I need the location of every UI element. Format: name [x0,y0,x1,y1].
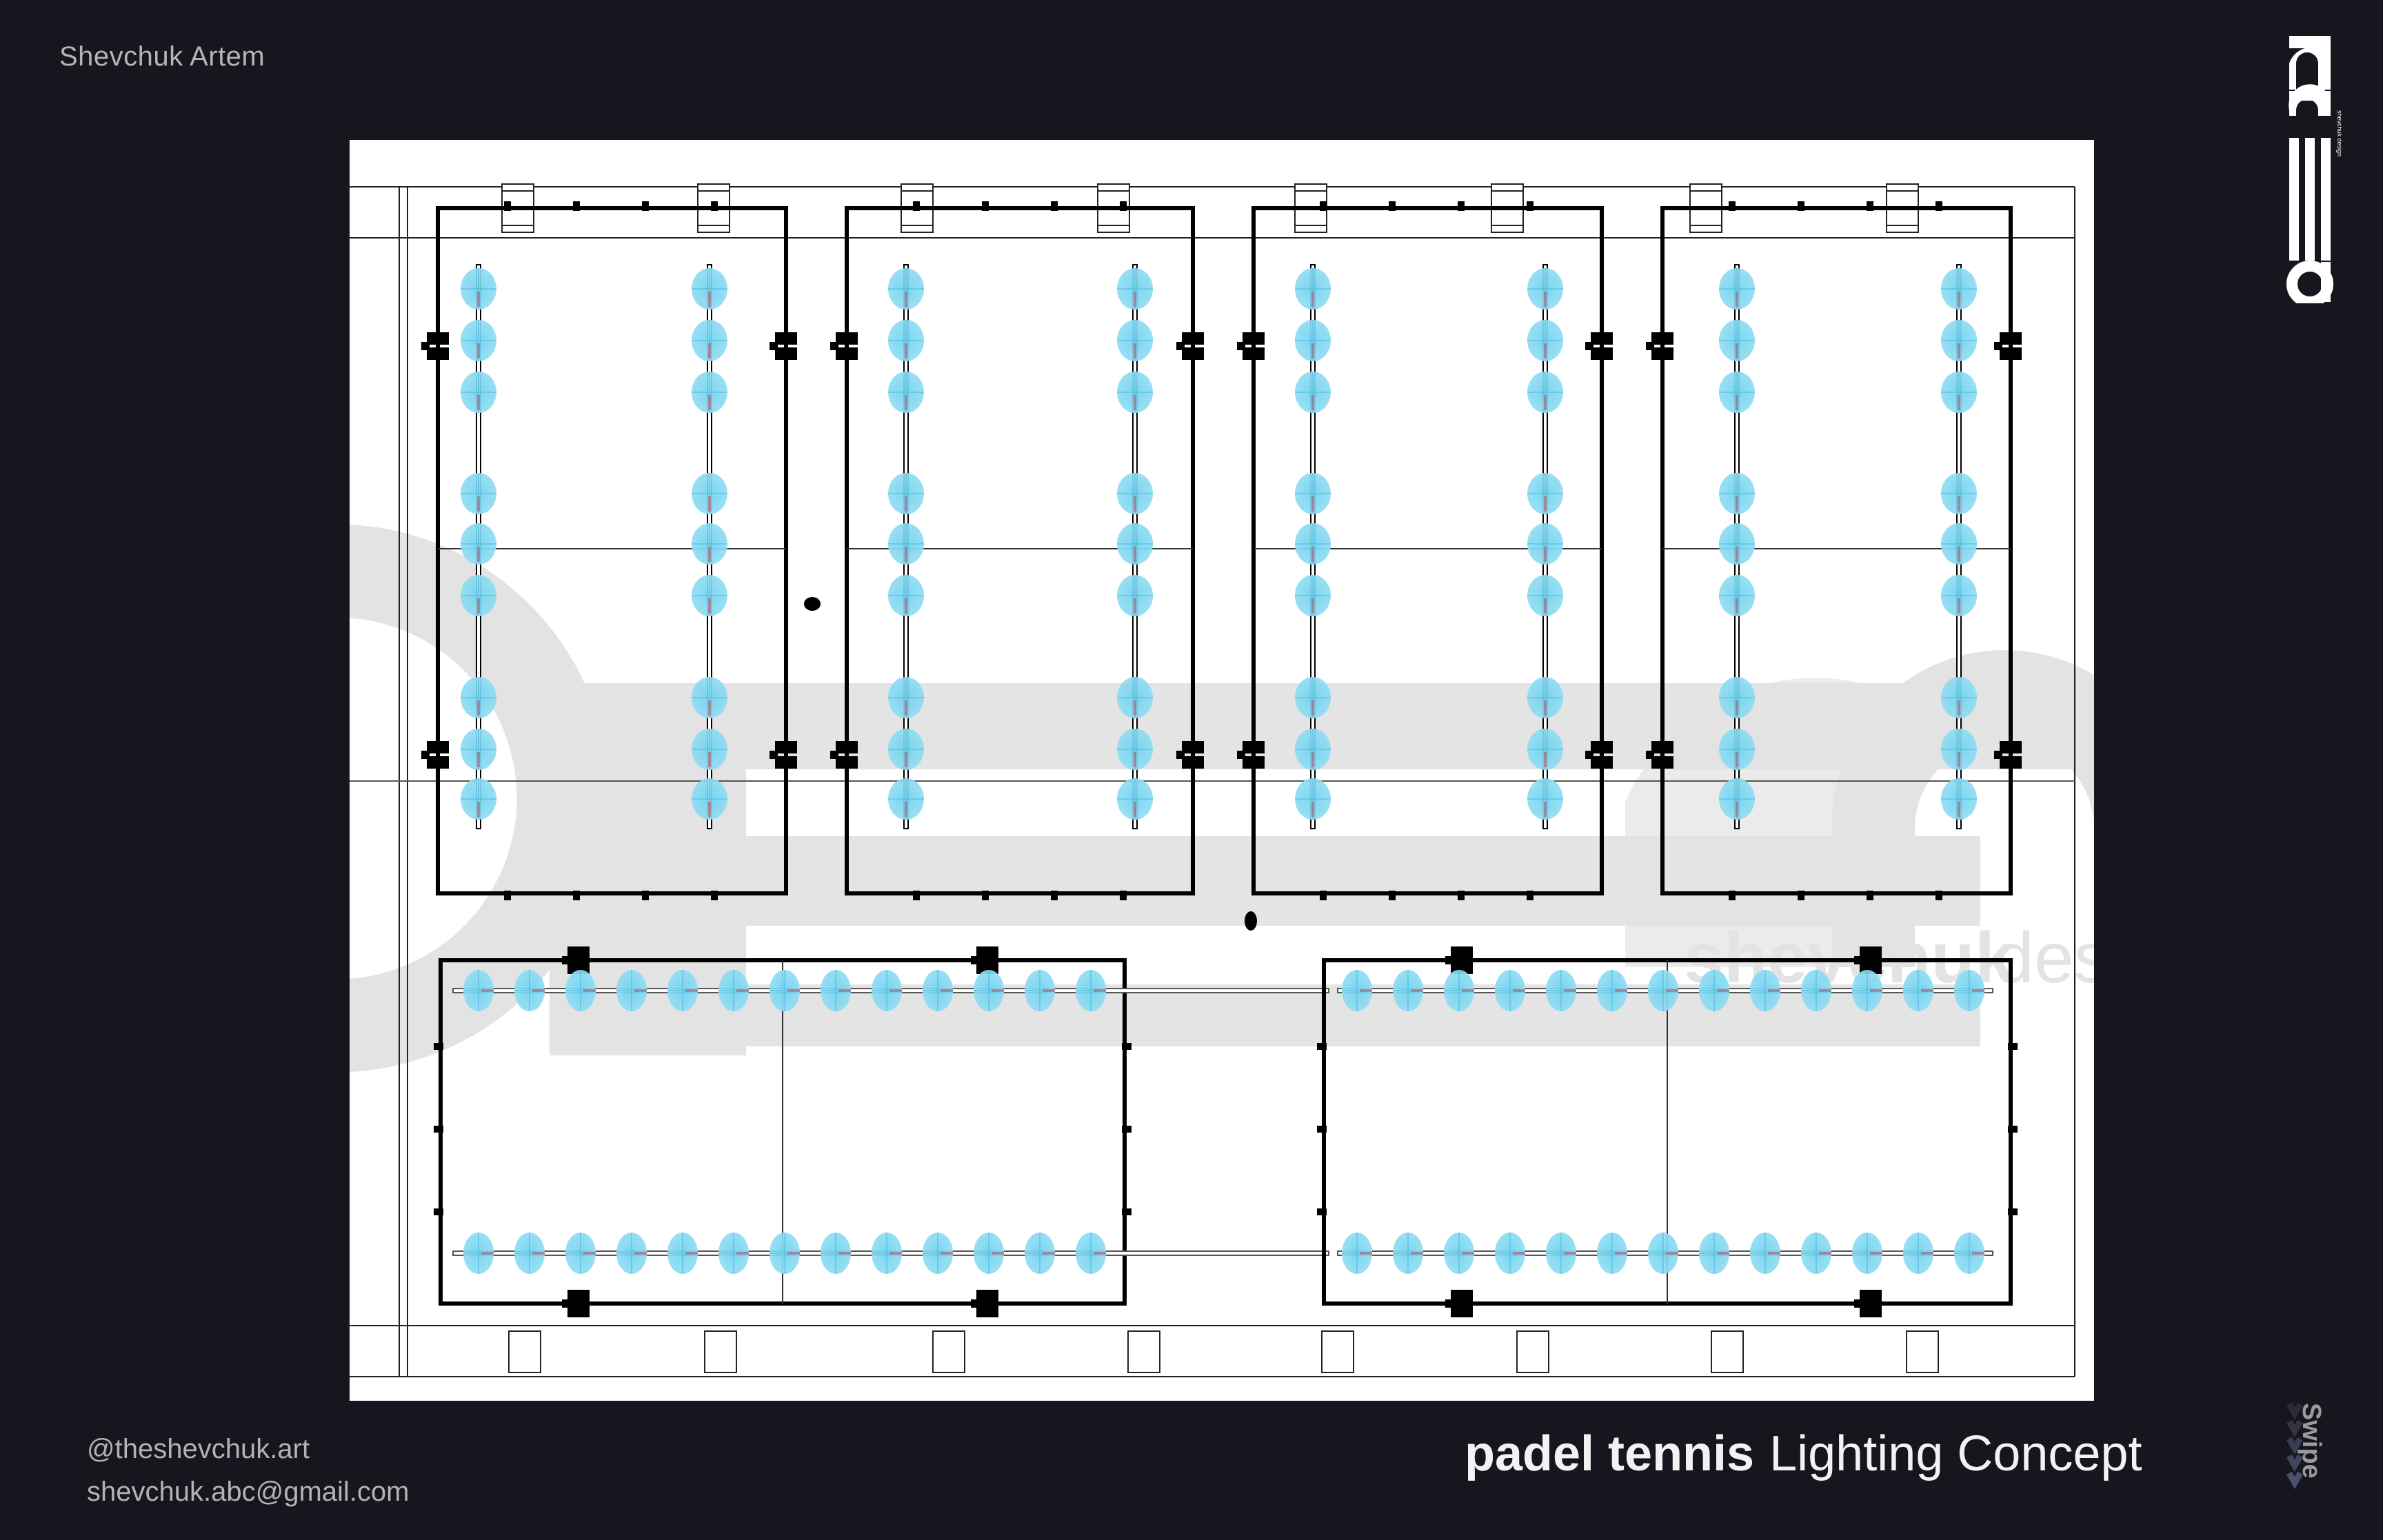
lighting-plan-sheet: shevchuk design [350,140,2094,1401]
court-5 [434,946,1329,1317]
court-1 [421,201,797,900]
brand-logo-icon: shevchuk design [2286,36,2343,303]
email-address[interactable]: shevchuk.abc@gmail.com [87,1477,410,1507]
drawing-marker [804,597,821,611]
watermark-logo: shevchuk design [350,525,2094,1072]
author-name: Shevchuk Artem [59,41,265,72]
court-2 [830,201,1204,900]
bottom-utility-boxes [508,1330,1939,1373]
title-light: Lighting Concept [1769,1426,2142,1481]
logo-subtext: shevchuk design [2336,110,2343,156]
title-bold: padel tennis [1465,1426,1755,1481]
court-6 [1317,946,2018,1317]
court-3 [1237,201,1613,900]
court-4 [1646,201,2022,900]
social-handle[interactable]: @theshevchuk.art [87,1434,310,1464]
floor-plan-drawing: shevchuk design [350,183,2094,1377]
site-boundary [350,186,2075,1377]
page-title: padel tennis Lighting Concept [1465,1426,2142,1482]
drawing-marker [1245,911,1257,931]
swipe-label[interactable]: Swipe [2297,1403,2326,1479]
chevron-left-stack-icon[interactable] [2255,1396,2337,1492]
